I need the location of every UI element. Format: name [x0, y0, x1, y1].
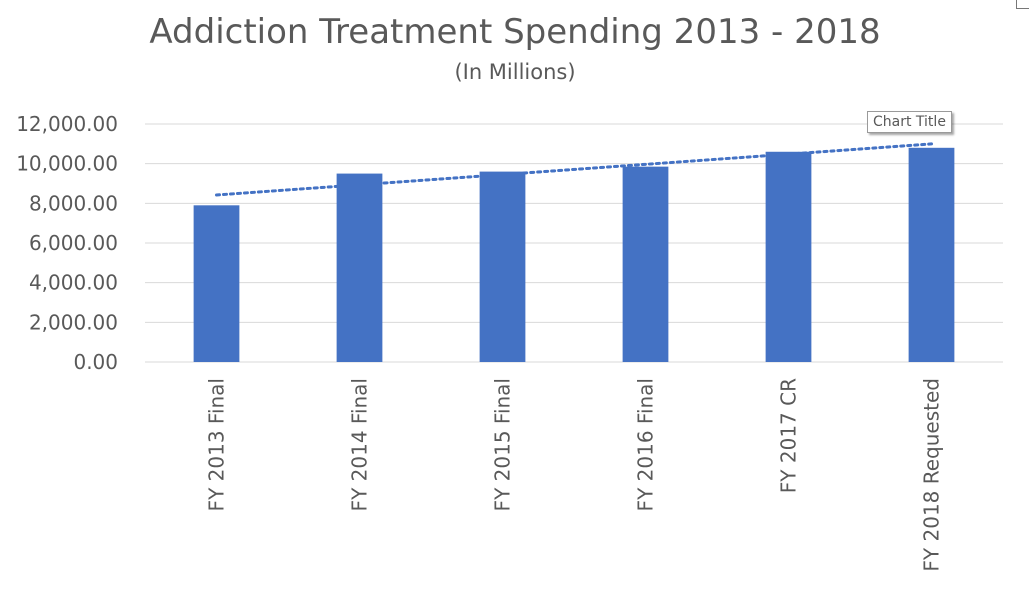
- chart-title: Addiction Treatment Spending 2013 - 2018: [149, 12, 880, 52]
- bar: [193, 205, 240, 362]
- x-tick-label: FY 2015 Final: [491, 378, 515, 511]
- y-tick-label: 4,000.00: [29, 271, 118, 295]
- y-tick-label: 6,000.00: [29, 231, 118, 255]
- x-tick-label: FY 2018 Requested: [920, 378, 944, 572]
- trendline-group: [215, 142, 933, 197]
- corner-handle[interactable]: [1016, 0, 1029, 9]
- trendline: [215, 142, 933, 197]
- x-tick-label: FY 2016 Final: [634, 378, 658, 511]
- y-tick-label: 12,000.00: [16, 112, 118, 136]
- x-tick-label: FY 2017 CR: [777, 378, 801, 493]
- y-tick-label: 0.00: [73, 350, 118, 374]
- y-tick-label: 10,000.00: [16, 152, 118, 176]
- gridlines: [145, 123, 1003, 363]
- bar: [622, 166, 669, 362]
- bar: [336, 173, 383, 362]
- x-axis: FY 2013 Final FY 2014 Final FY 2015 Final F…: [205, 378, 944, 572]
- bar: [908, 147, 955, 362]
- y-tick-label: 2,000.00: [29, 310, 118, 334]
- chart-subtitle: (In Millions): [454, 60, 575, 84]
- bars: [193, 147, 955, 362]
- x-tick-label: FY 2014 Final: [348, 378, 372, 511]
- x-tick-label: FY 2013 Final: [205, 378, 229, 511]
- y-axis: 0.00 2,000.00 4,000.00 6,000.00 8,000.00 10,0…: [16, 112, 118, 374]
- bar: [765, 151, 812, 362]
- chart-title-tooltip: Chart Title: [867, 111, 952, 133]
- bar: [479, 171, 526, 362]
- y-tick-label: 8,000.00: [29, 191, 118, 215]
